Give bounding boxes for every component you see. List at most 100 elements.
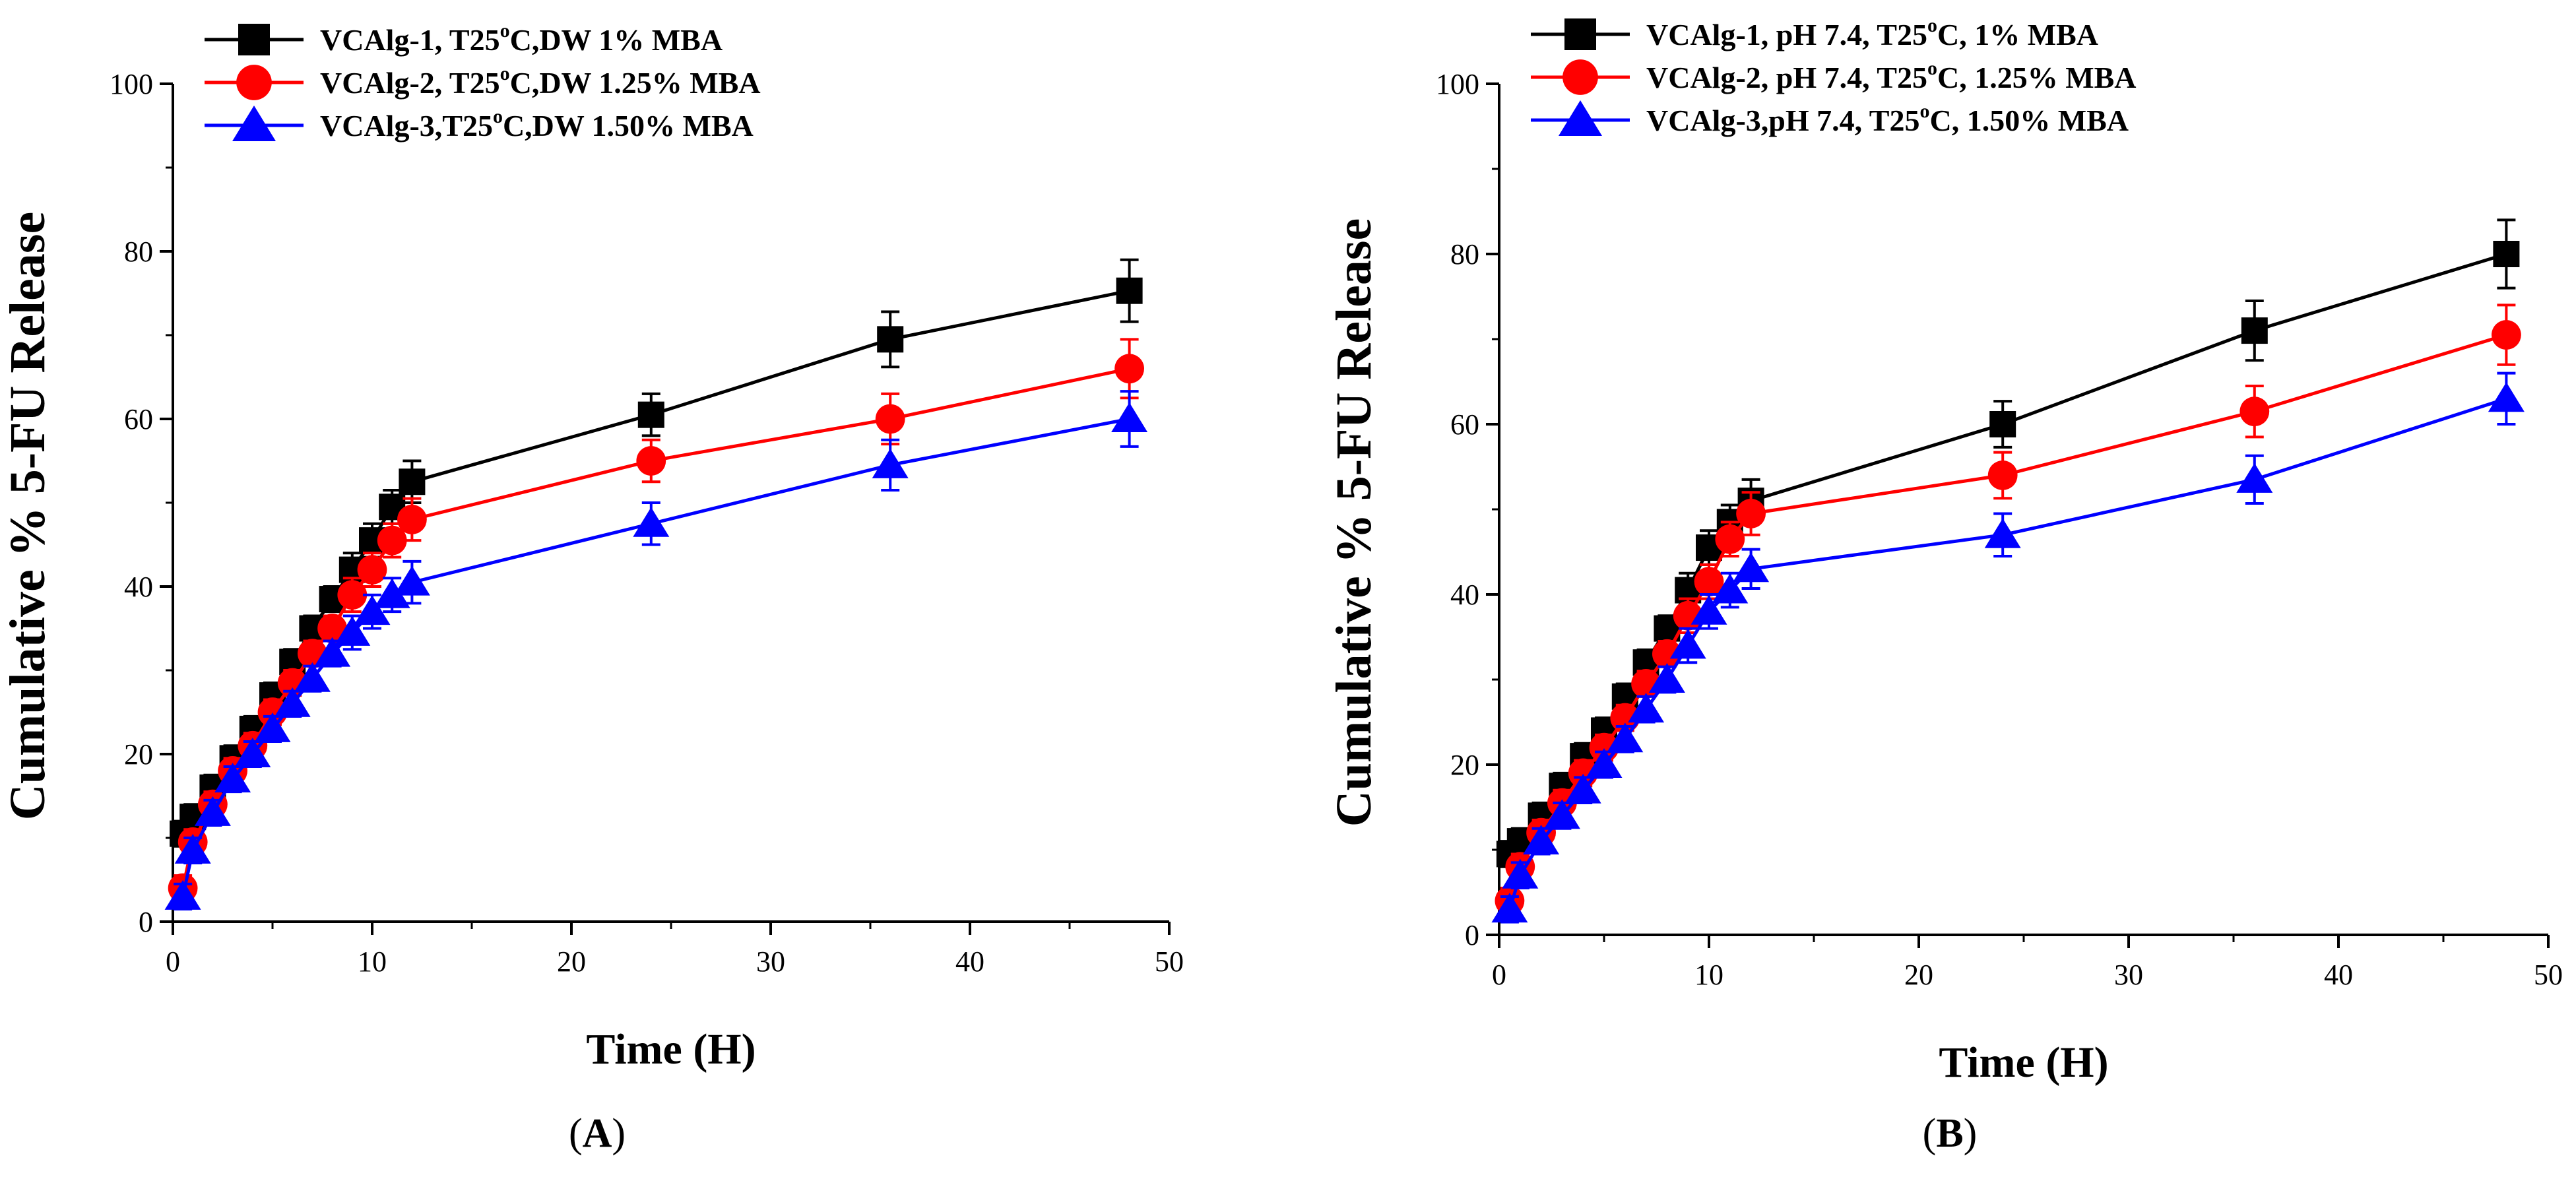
data-point (317, 614, 347, 643)
panel-label: (B) (1923, 1111, 1978, 1156)
y-tick-label: 40 (1450, 579, 1479, 611)
data-point (1607, 722, 1644, 753)
data-point (1586, 748, 1623, 778)
y-tick-label: 20 (1450, 749, 1479, 781)
x-axis-label: Time (H) (586, 1025, 756, 1073)
legend-marker (1562, 59, 1598, 95)
x-tick-label: 0 (166, 945, 180, 978)
data-point (214, 763, 251, 793)
y-tick-label: 20 (124, 738, 153, 771)
legend-marker (238, 24, 270, 55)
data-point (637, 401, 664, 428)
x-tick-label: 10 (358, 945, 387, 978)
y-tick-label: 0 (1465, 919, 1479, 951)
data-point (174, 834, 211, 864)
data-point (393, 565, 430, 596)
legend-marker (236, 65, 272, 100)
data-point (2241, 317, 2268, 344)
data-point (1502, 858, 1539, 889)
data-point (334, 616, 371, 646)
y-axis-label: Cumulative % 5-FU Release (0, 212, 55, 820)
data-point (357, 555, 387, 585)
data-point (636, 446, 666, 476)
data-point (877, 326, 904, 353)
legend-entry: VCAlg-2, pH 7.4, T25oC, 1.25% MBA (1531, 57, 2137, 95)
data-point (2236, 462, 2273, 493)
legend-label: VCAlg-2, T25oC,DW 1.25% MBA (320, 63, 761, 100)
data-point (1989, 411, 2016, 437)
legend-marker (1559, 100, 1602, 136)
series-triangle (164, 390, 1148, 910)
legend-entry: VCAlg-3,T25oC,DW 1.50% MBA (205, 106, 754, 143)
y-tick-label: 100 (110, 68, 153, 100)
series-triangle (1491, 371, 2525, 924)
data-point (1628, 693, 1665, 723)
x-tick-label: 20 (1904, 959, 1933, 991)
chart-panel-b: 0 10 20 30 40 50 0 20 40 60 80 100 Time (H) Cumulativ… (1326, 15, 2563, 1156)
data-point (1652, 639, 1682, 669)
legend-entry: VCAlg-1, pH 7.4, T25oC, 1% MBA (1531, 15, 2098, 51)
panel-letter: B (1936, 1111, 1963, 1156)
x-tick-label: 40 (2324, 959, 2353, 991)
data-point (354, 595, 391, 625)
data-point (1736, 499, 1766, 528)
data-point (337, 580, 368, 610)
data-point (164, 879, 201, 910)
x-tick-label: 50 (1155, 945, 1184, 978)
legend-label: VCAlg-1, pH 7.4, T25oC, 1% MBA (1646, 15, 2098, 51)
panel-letter: A (583, 1111, 612, 1156)
x-tick-label: 20 (557, 945, 586, 978)
data-point (1715, 524, 1745, 554)
data-point (399, 468, 426, 495)
y-tick-label: 60 (1450, 408, 1479, 441)
legend-marker (1564, 18, 1596, 50)
data-point (2493, 241, 2520, 267)
data-point (1111, 402, 1148, 432)
y-tick-label: 60 (124, 403, 153, 435)
series-circle (1495, 303, 2521, 916)
x-tick-label: 40 (955, 945, 984, 978)
data-point (397, 505, 427, 534)
y-tick-label: 80 (124, 236, 153, 268)
data-point (1543, 799, 1580, 829)
data-point (1712, 573, 1749, 604)
data-point (1669, 629, 1706, 659)
data-point (1564, 773, 1601, 804)
data-point (1523, 825, 1560, 855)
chart-panel-a: 0 10 20 30 40 50 0 20 40 60 80 100 Time (H) Cumulativ… (0, 20, 1184, 1156)
legend-marker (232, 106, 276, 141)
x-tick-label: 10 (1694, 959, 1723, 991)
series-line (1508, 252, 2507, 856)
legend-label: VCAlg-3,T25oC,DW 1.50% MBA (320, 106, 754, 143)
data-point (2492, 320, 2521, 350)
legend-entry: VCAlg-3,pH 7.4, T25oC, 1.50% MBA (1531, 100, 2129, 137)
data-point (875, 404, 905, 434)
y-tick-label: 80 (1450, 238, 1479, 270)
data-point (1114, 354, 1144, 384)
data-point (1491, 893, 1528, 923)
data-point (1690, 594, 1727, 625)
legend-entry: VCAlg-2, T25oC,DW 1.25% MBA (205, 63, 761, 100)
panel-label: (A) (569, 1111, 626, 1156)
legend-label: VCAlg-2, pH 7.4, T25oC, 1.25% MBA (1646, 57, 2137, 94)
series-line (181, 289, 1130, 835)
data-point (2488, 382, 2525, 412)
x-tick-label: 0 (1492, 959, 1506, 991)
data-point (373, 578, 410, 608)
data-point (274, 687, 311, 717)
data-point (194, 796, 231, 826)
y-axis-label: Cumulative % 5-FU Release (1326, 218, 1382, 827)
data-point (872, 448, 909, 478)
data-point (633, 507, 670, 537)
data-point (1116, 277, 1143, 304)
y-tick-label: 100 (1436, 68, 1479, 100)
x-tick-label: 50 (2534, 959, 2563, 991)
y-tick-label: 40 (124, 571, 153, 603)
x-tick-label: 30 (2114, 959, 2143, 991)
data-point (314, 637, 351, 667)
data-point (1694, 567, 1724, 597)
data-point (1733, 552, 1770, 583)
data-point (254, 712, 291, 742)
data-point (377, 525, 407, 556)
